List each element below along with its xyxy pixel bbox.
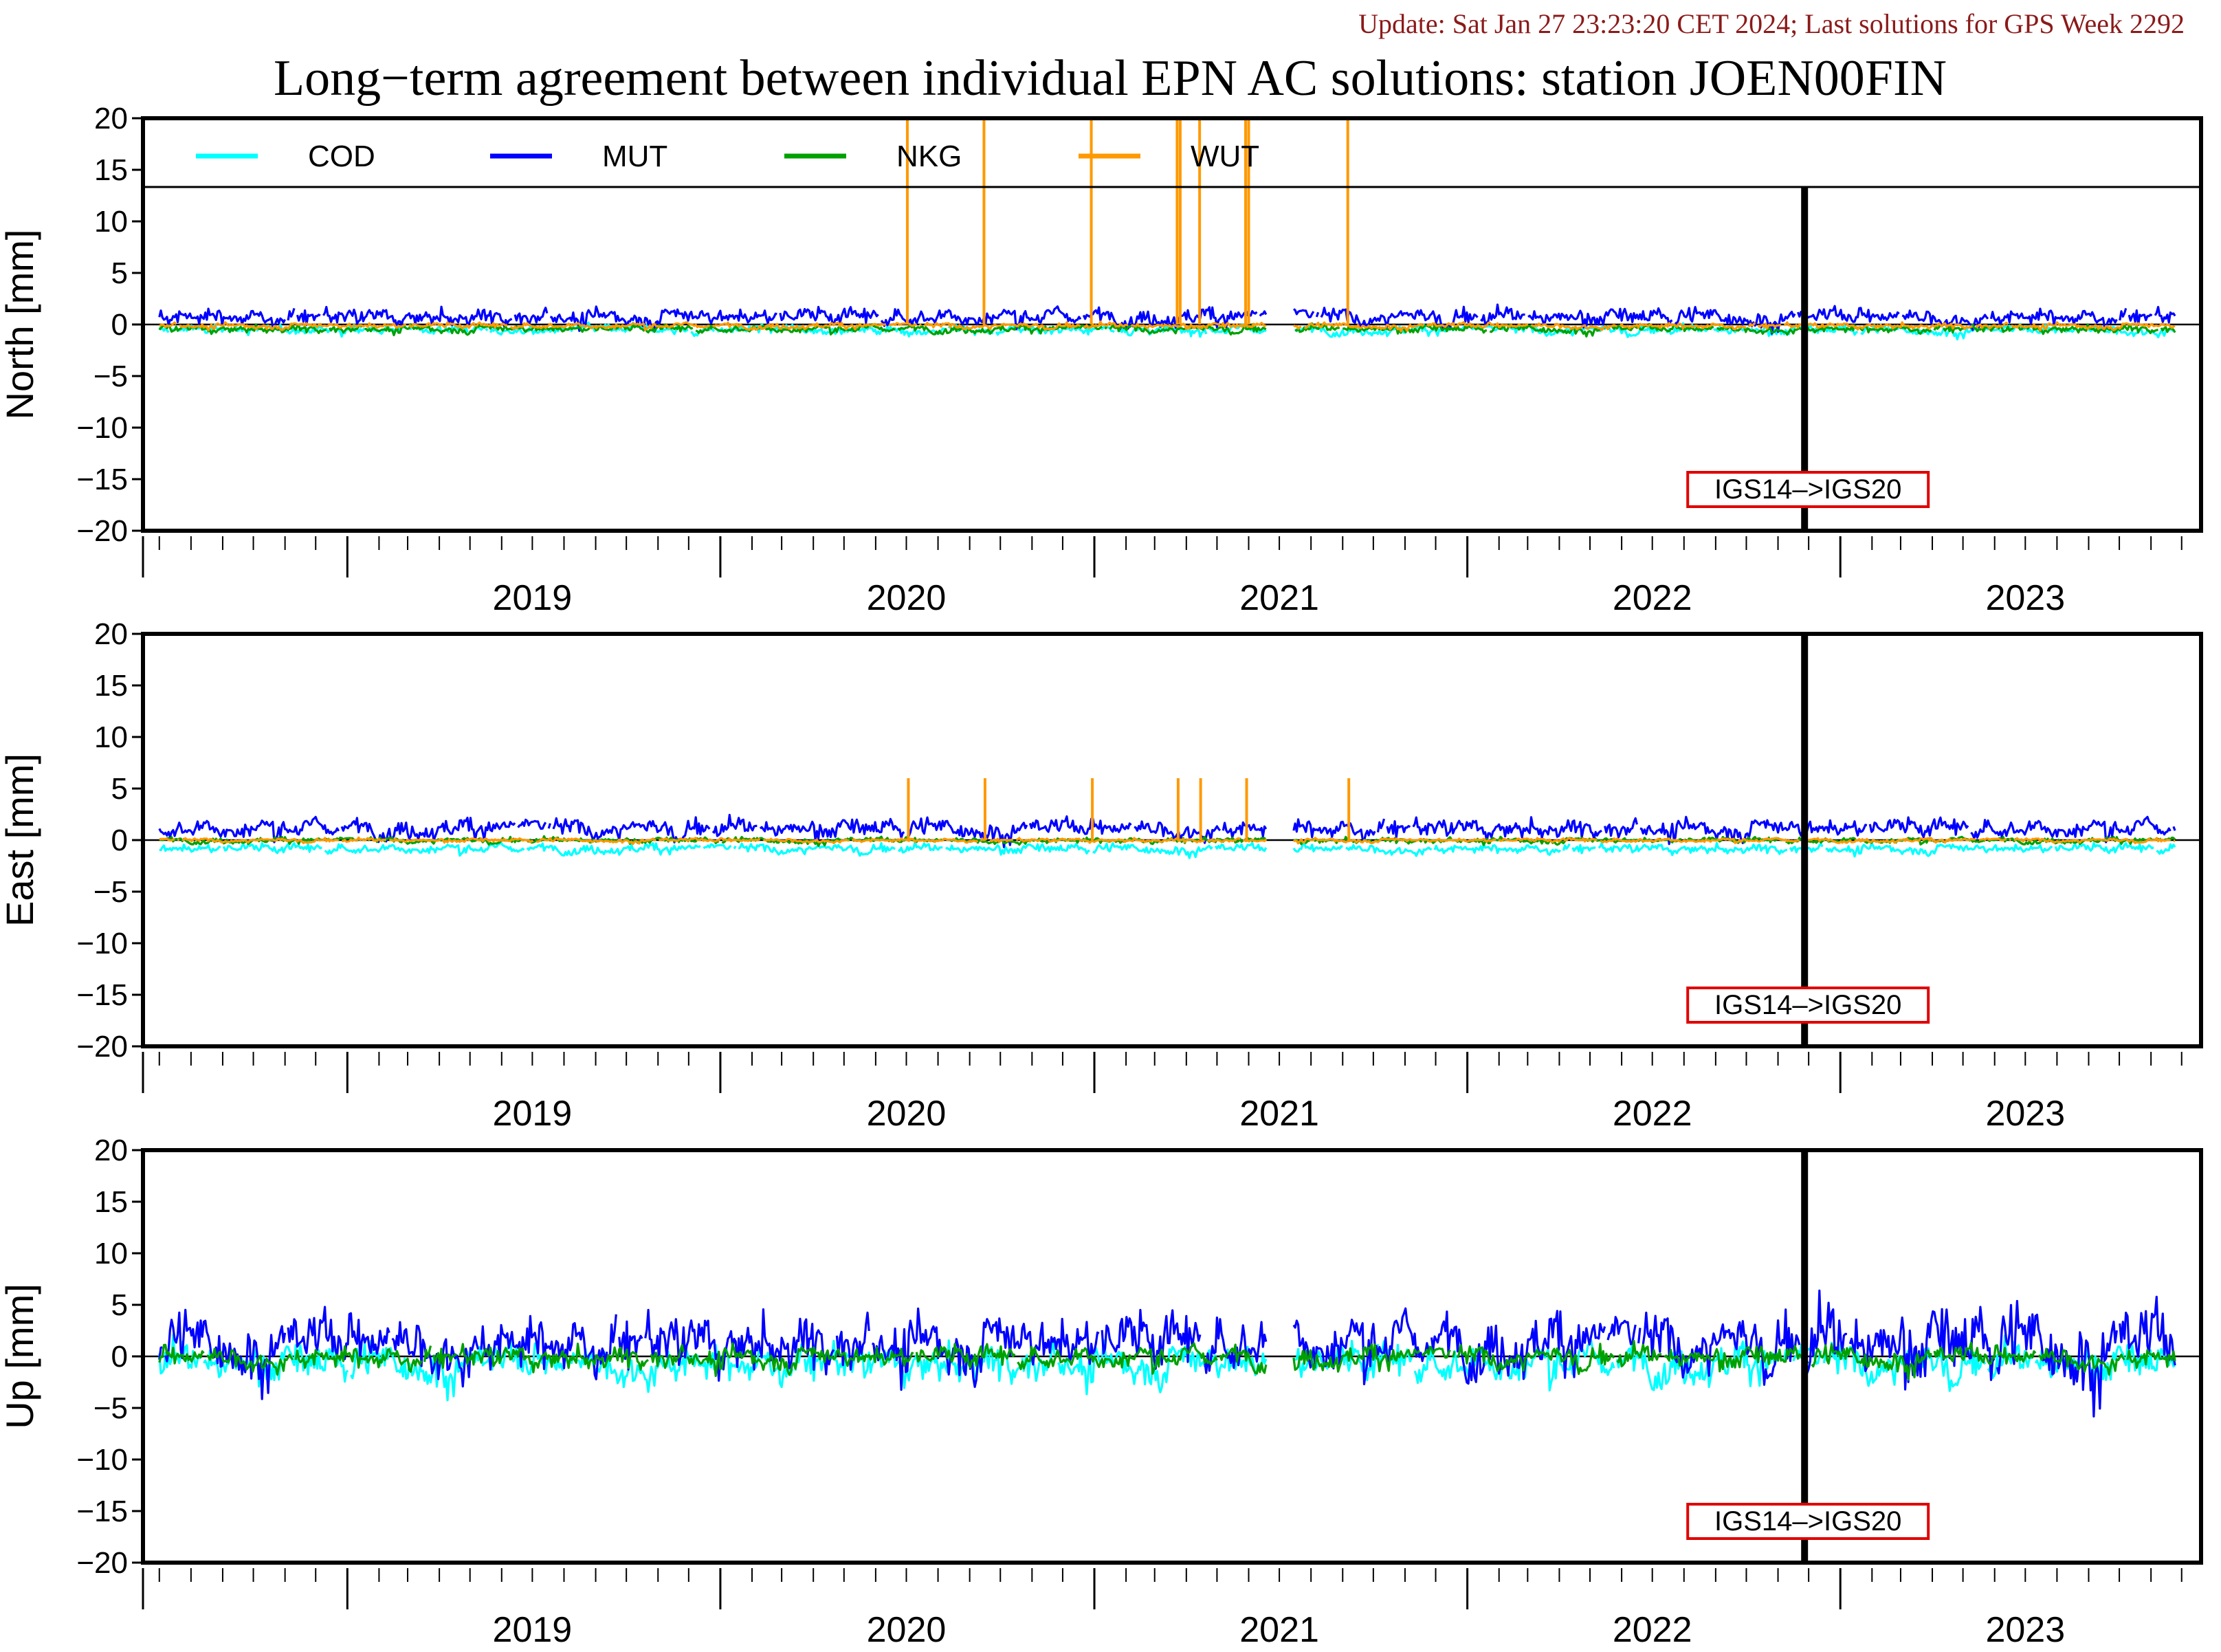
y-tick-label: −5: [93, 1391, 128, 1425]
x-year-label: 2020: [867, 1610, 947, 1649]
x-year-label: 2019: [493, 1094, 573, 1134]
x-year-label: 2023: [1985, 1094, 2065, 1134]
series-layer: [158, 778, 2176, 859]
panel-east: East [mm] 20 15 10 5 0 −5 −10 −15 −20 IGS14–>IGS20…: [0, 617, 2203, 1134]
frame-change-label: IGS14–>IGS20: [1714, 474, 1901, 505]
x-year-label: 2020: [867, 1094, 947, 1134]
y-tick-label: −10: [76, 411, 128, 445]
legend-label-cod: COD: [308, 140, 375, 173]
y-tick-label: −15: [76, 978, 128, 1012]
y-tick-label: −15: [76, 463, 128, 496]
y-tick-label: 20: [94, 617, 128, 651]
y-axis-label: East [mm]: [0, 753, 41, 927]
y-tick-label: 20: [94, 1134, 128, 1167]
frame-change-label: IGS14–>IGS20: [1714, 1506, 1901, 1537]
x-year-label: 2022: [1613, 1094, 1692, 1134]
x-year-label: 2023: [1985, 578, 2065, 618]
x-year-label: 2022: [1613, 578, 1692, 618]
y-tick-label: 10: [94, 720, 128, 754]
plot-frame: [141, 1148, 2203, 1565]
y-tick-label: −10: [76, 927, 128, 960]
series-nkg: [158, 1339, 2176, 1381]
y-tick-label: −20: [76, 514, 128, 548]
x-year-label: 2019: [493, 1610, 573, 1649]
update-text: Update: Sat Jan 27 23:23:20 CET 2024; La…: [1358, 8, 2185, 39]
y-axis-label: North [mm]: [0, 230, 41, 420]
y-tick-label: −5: [93, 360, 128, 393]
panels: North [mm] 20 15 10 5 0 −5 −10 −15 −20 IGS14–>IGS2…: [0, 102, 2203, 1650]
series-wut: [159, 836, 2176, 846]
legend-box: [143, 118, 2201, 187]
panel-up: Up [mm] 20 15 10 5 0 −5 −10 −15 −20 IGS14–>IGS20 20…: [0, 1134, 2203, 1650]
y-tick-label: −20: [76, 1030, 128, 1064]
y-tick-label: 15: [94, 669, 128, 703]
x-year-label: 2022: [1613, 1610, 1692, 1649]
plot-frame: [141, 116, 2203, 533]
y-tick-label: 0: [111, 824, 128, 857]
y-tick-label: −15: [76, 1495, 128, 1528]
plot-frame: [141, 632, 2203, 1048]
x-year-label: 2021: [1239, 1610, 1319, 1649]
y-tick-label: −10: [76, 1443, 128, 1477]
y-tick-label: −20: [76, 1546, 128, 1580]
frame-change-label: IGS14–>IGS20: [1714, 990, 1901, 1020]
y-tick-label: −5: [93, 875, 128, 909]
legend-label-nkg: NKG: [896, 140, 962, 173]
x-year-label: 2020: [867, 578, 947, 618]
series-cod: [159, 841, 2176, 859]
series-mut: [158, 813, 2176, 848]
x-year-label: 2019: [493, 578, 573, 618]
y-tick-label: 15: [94, 153, 128, 187]
series-mut: [158, 1289, 2176, 1418]
y-axis-label: Up [mm]: [0, 1284, 41, 1429]
y-tick-label: 20: [94, 102, 128, 135]
x-year-label: 2021: [1239, 1094, 1319, 1134]
frame-change-box: [1686, 1503, 1930, 1540]
series-wut: [158, 320, 2176, 333]
y-tick-label: 0: [111, 308, 128, 342]
y-tick-label: 10: [94, 1237, 128, 1270]
frame-change-box: [1686, 471, 1930, 508]
x-year-label: 2023: [1985, 1610, 2065, 1649]
y-tick-label: 10: [94, 205, 128, 239]
y-tick-label: 5: [111, 1288, 128, 1322]
frame-change-box: [1686, 987, 1930, 1024]
panel-north: North [mm] 20 15 10 5 0 −5 −10 −15 −20 IGS14–>IGS2…: [0, 102, 2203, 618]
legend-label-wut: WUT: [1191, 140, 1259, 173]
y-tick-label: 0: [111, 1340, 128, 1374]
y-tick-label: 15: [94, 1185, 128, 1219]
x-year-label: 2021: [1239, 578, 1319, 618]
y-tick-label: 5: [111, 772, 128, 806]
chart-title: Long−term agreement between individual E…: [274, 50, 1947, 107]
series-layer: [158, 1289, 2176, 1418]
legend-label-mut: MUT: [602, 140, 667, 173]
y-tick-label: 5: [111, 256, 128, 290]
series-layer: [158, 118, 2176, 341]
